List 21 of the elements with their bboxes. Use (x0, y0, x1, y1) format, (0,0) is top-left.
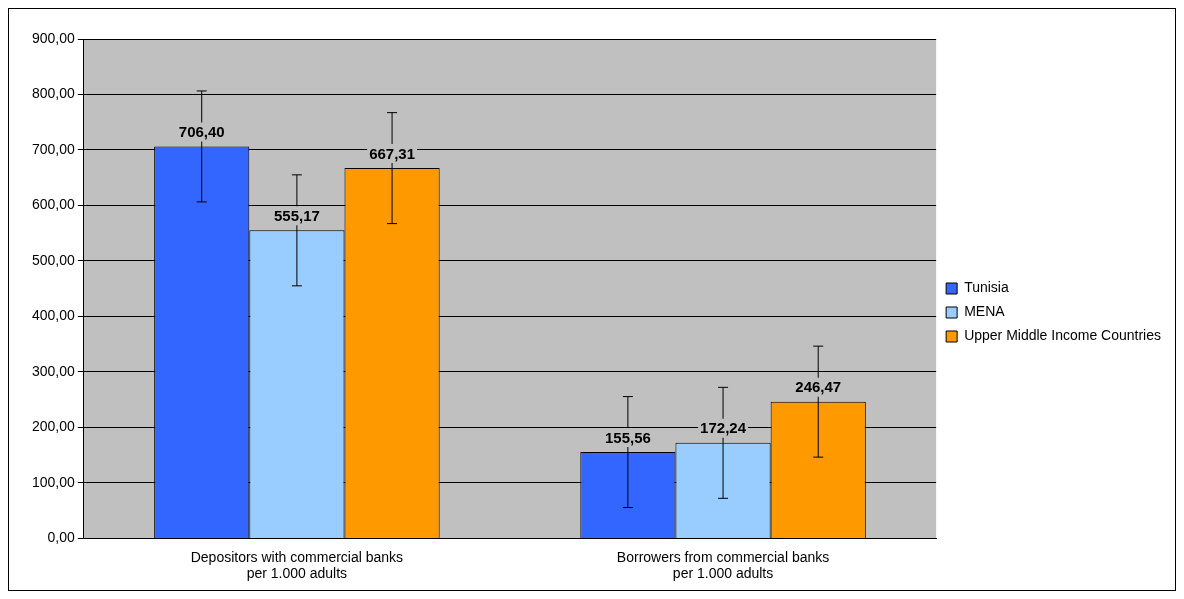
y-tick-label: 400,00 (31, 307, 76, 324)
y-tick-label: 100,00 (31, 473, 76, 490)
data-label: 246,47 (795, 378, 842, 396)
y-tick-label: 800,00 (31, 85, 76, 102)
y-tick-label: 700,00 (31, 140, 76, 157)
data-label: 555,17 (273, 206, 320, 224)
data-label: 172,24 (700, 419, 747, 437)
y-tick-label: 0,00 (47, 529, 76, 546)
x-tick-label: Borrowers from commercial banks per 1.000 adults (616, 548, 830, 582)
data-label: 155,56 (604, 428, 651, 446)
legend-label: Upper Middle Income Countries (964, 327, 1162, 344)
x-tick-label: Depositors with commercial banks per 1.000 adults (190, 548, 404, 582)
legend-label: Tunisia (964, 279, 1009, 296)
legend-label: MENA (964, 303, 1006, 320)
y-tick-label: 900,00 (31, 29, 76, 46)
y-tick-label: 300,00 (31, 362, 76, 379)
data-label: 667,31 (369, 144, 416, 162)
y-tick-label: 600,00 (31, 196, 76, 213)
data-label: 706,40 (178, 123, 225, 141)
y-tick-label: 500,00 (31, 251, 76, 268)
y-tick-label: 200,00 (31, 418, 76, 435)
